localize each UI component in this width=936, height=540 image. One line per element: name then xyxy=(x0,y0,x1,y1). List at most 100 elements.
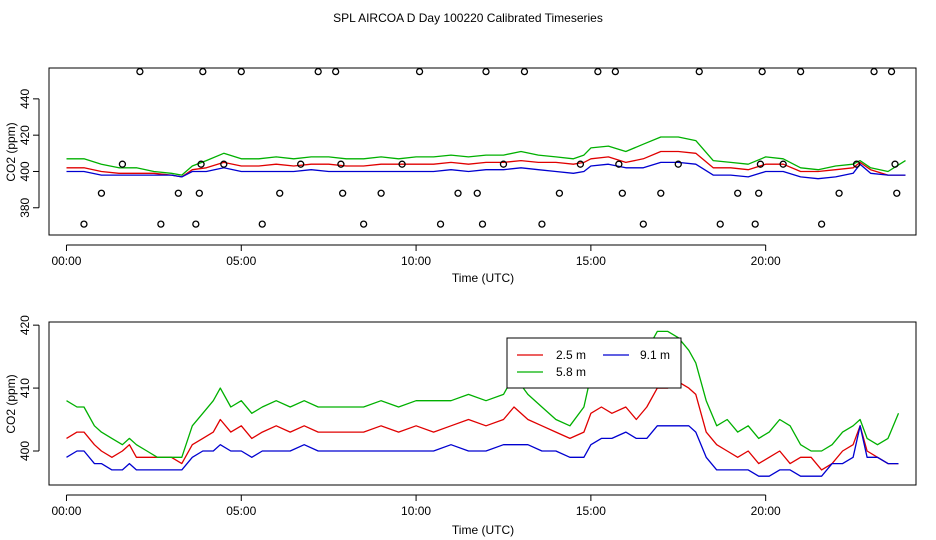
bottom-x-tick-label: 20:00 xyxy=(751,504,781,518)
top-annotation-point xyxy=(199,67,207,76)
top-annotation-point xyxy=(80,220,88,228)
top-series-line-2-5-m xyxy=(66,150,906,178)
top-series-line-9-1-m xyxy=(66,161,906,180)
top-annotation-point xyxy=(695,67,703,76)
top-annotation-point xyxy=(454,189,462,197)
bottom-plot-frame xyxy=(48,321,917,486)
top-annotation-point xyxy=(576,160,585,168)
top-annotation-point xyxy=(520,67,529,76)
bottom-series-line-2-5-m xyxy=(66,381,899,471)
legend: 2.5 m 9.1 m 5.8 m xyxy=(506,337,682,389)
top-x-tick-label: 20:00 xyxy=(751,254,781,268)
top-annotation-point xyxy=(887,67,896,76)
top-y-tick-label: 380 xyxy=(18,197,32,217)
top-annotation-point xyxy=(314,67,322,76)
top-y-tick-label: 400 xyxy=(18,161,32,181)
top-annotation-point xyxy=(436,220,445,228)
top-annotation-point xyxy=(276,189,284,197)
top-annotation-point xyxy=(332,67,340,76)
bottom-series-lines xyxy=(66,330,900,477)
top-x-tick-label: 15:00 xyxy=(576,254,606,268)
top-annotation-point xyxy=(758,67,766,76)
top-annotation-point xyxy=(258,220,266,228)
bottom-y-tick-label: 400 xyxy=(18,441,32,461)
top-annotation-point xyxy=(716,220,724,228)
top-annotation-point xyxy=(478,220,487,228)
bottom-panel: 00:00 05:00 10:00 15:00 20:00 400 410 420 Time… xyxy=(4,315,917,537)
top-panel: 00:00 05:00 10:00 15:00 20:00 380 400 420 440 T… xyxy=(4,67,917,285)
bottom-x-tick-label: 00:00 xyxy=(51,504,81,518)
top-annotation-point xyxy=(415,67,424,76)
chart-title: SPL AIRCOA D Day 100220 Calibrated Times… xyxy=(333,11,603,25)
top-x-tick-label: 00:00 xyxy=(51,254,81,268)
bottom-x-axis: 00:00 05:00 10:00 15:00 20:00 xyxy=(51,494,781,518)
top-annotation-point xyxy=(555,189,564,197)
bottom-x-tick-label: 05:00 xyxy=(226,504,256,518)
top-y-axis: 380 400 420 440 xyxy=(18,89,40,218)
top-annotation-point xyxy=(237,67,245,76)
top-annotation-point xyxy=(377,189,385,197)
legend-label-5-8m: 5.8 m xyxy=(556,365,586,379)
top-annotation-point xyxy=(618,189,626,197)
bottom-series-line-9-1-m xyxy=(66,425,899,477)
top-y-tick-label: 420 xyxy=(18,125,32,145)
top-annotation-point xyxy=(97,189,106,197)
top-y-axis-label: CO2 (ppm) xyxy=(4,122,18,181)
bottom-x-axis-label: Time (UTC) xyxy=(452,523,514,537)
top-annotation-point xyxy=(174,189,183,197)
top-annotation-point xyxy=(118,160,127,168)
top-annotation-point xyxy=(499,160,508,168)
top-annotation-point xyxy=(398,160,406,168)
bottom-y-axis-label: CO2 (ppm) xyxy=(4,374,18,433)
top-annotation-point xyxy=(639,220,647,228)
top-annotation-point xyxy=(734,189,742,197)
top-annotation-point xyxy=(835,189,843,197)
bottom-x-tick-label: 10:00 xyxy=(401,504,431,518)
top-annotation-point xyxy=(615,160,623,168)
top-series-line-5-8-m xyxy=(66,136,906,176)
top-annotation-point xyxy=(852,160,861,168)
top-annotation-point xyxy=(756,160,765,168)
top-annotation-point xyxy=(197,160,205,168)
top-annotation-point xyxy=(779,160,787,168)
top-x-tick-label: 05:00 xyxy=(226,254,256,268)
top-annotation-point xyxy=(817,220,826,228)
top-annotation-point xyxy=(482,67,490,76)
top-annotation-point xyxy=(220,160,228,168)
bottom-series-line-5-8-m xyxy=(66,330,900,458)
top-annotation-point xyxy=(611,67,619,76)
top-annotation-point xyxy=(674,160,682,168)
top-annotation-point xyxy=(297,160,305,168)
top-y-tick-label: 440 xyxy=(18,89,32,109)
legend-box xyxy=(506,337,682,389)
top-annotation-point xyxy=(538,220,546,228)
top-annotation-point xyxy=(755,189,763,197)
bottom-y-axis: 400 410 420 xyxy=(18,315,40,461)
top-annotation-point xyxy=(192,220,200,228)
legend-label-2-5m: 2.5 m xyxy=(556,348,586,362)
bottom-y-tick-label: 410 xyxy=(18,378,32,398)
top-annotation-point xyxy=(751,220,759,228)
top-series-lines xyxy=(66,136,906,180)
top-plot-frame xyxy=(48,67,917,236)
bottom-y-tick-label: 420 xyxy=(18,315,32,335)
top-annotation-point xyxy=(473,189,481,197)
bottom-x-tick-label: 15:00 xyxy=(576,504,606,518)
top-annotation-point xyxy=(657,189,665,197)
top-annotation-point xyxy=(796,67,805,76)
top-annotation-point xyxy=(594,67,602,76)
top-annotation-point xyxy=(195,189,203,197)
top-annotation-point xyxy=(157,220,165,228)
top-annotation-points xyxy=(80,67,901,228)
top-annotation-point xyxy=(870,67,878,76)
top-x-axis: 00:00 05:00 10:00 15:00 20:00 xyxy=(51,244,781,268)
top-annotation-point xyxy=(893,189,901,197)
top-x-tick-label: 10:00 xyxy=(401,254,431,268)
top-annotation-point xyxy=(891,160,899,168)
top-annotation-point xyxy=(136,67,144,76)
legend-label-9-1m: 9.1 m xyxy=(640,348,670,362)
top-x-axis-label: Time (UTC) xyxy=(452,271,514,285)
top-annotation-point xyxy=(337,160,345,168)
